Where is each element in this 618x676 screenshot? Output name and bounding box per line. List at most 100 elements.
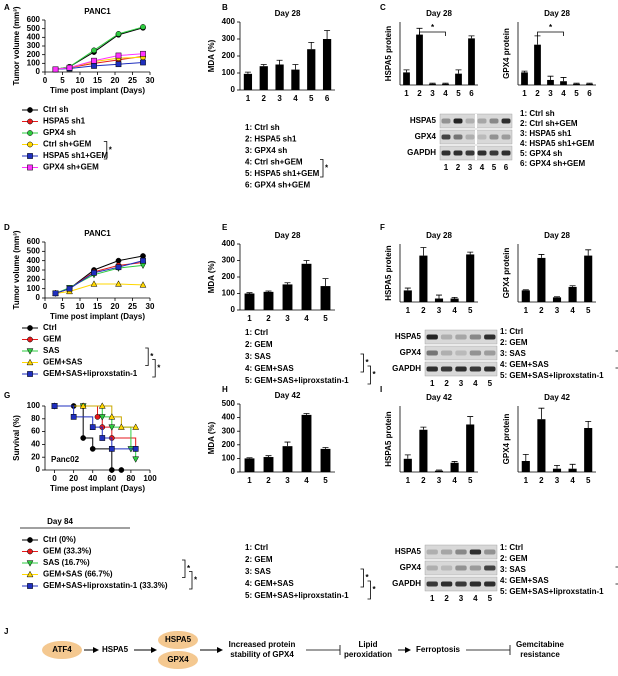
- legend-label: Ctrl sh: [43, 105, 68, 114]
- y-tick-label: 300: [222, 34, 236, 43]
- blot-band: [455, 581, 467, 587]
- blot-lane-label: 2: [444, 594, 449, 603]
- x-tick-label: 3: [548, 89, 553, 98]
- marker: [27, 107, 33, 113]
- numbered-legend: 6: GPX4 sh+GEM: [520, 159, 585, 168]
- bar: [573, 83, 580, 85]
- panel-letter: G: [4, 391, 10, 400]
- x-tick-label: 6: [325, 94, 330, 103]
- blot-band: [453, 150, 463, 156]
- marker: [98, 414, 106, 421]
- blot-band: [455, 565, 467, 571]
- blot-band: [469, 350, 482, 356]
- blot-band: [477, 134, 487, 140]
- y-tick-label: 400: [222, 239, 236, 248]
- significance-bracket: [615, 566, 618, 585]
- numbered-legend: 1: Ctrl sh: [245, 123, 280, 132]
- x-tick-label: 5: [586, 306, 591, 315]
- blot-lane-label: 3: [468, 163, 473, 172]
- x-tick-label: 3: [555, 306, 560, 315]
- bar: [275, 64, 284, 90]
- marker: [27, 141, 33, 148]
- x-tick-label: 5: [456, 89, 461, 98]
- panel-letter: H: [222, 385, 228, 394]
- chart-title: Day 28: [426, 231, 452, 240]
- bar: [552, 297, 562, 302]
- x-axis-label: Time post implant (Days): [50, 484, 145, 493]
- x-tick-label: 4: [452, 476, 457, 485]
- numbered-legend: 4: GEM+SAS: [245, 579, 294, 588]
- numbered-legend: 5: HSPA5 sh1+GEM: [245, 169, 320, 178]
- x-tick-label: 30: [146, 76, 155, 85]
- marker: [79, 402, 87, 409]
- chart-title: Day 42: [426, 393, 452, 402]
- y-axis-label: Tumor volume (mm³): [12, 230, 21, 309]
- blot-lane-label: 2: [456, 163, 461, 172]
- legend-label: GEM: [43, 335, 62, 344]
- significance-bracket: [615, 350, 618, 369]
- x-tick-label: 5: [468, 476, 473, 485]
- bar: [243, 73, 253, 90]
- bar: [403, 290, 412, 302]
- chart-title: PANC1: [84, 7, 111, 16]
- x-tick-label: 5: [60, 302, 65, 311]
- bar: [434, 470, 444, 472]
- error-bar: [585, 421, 592, 428]
- blot-band: [455, 366, 467, 372]
- x-tick-label: 25: [128, 76, 137, 85]
- marker: [91, 63, 97, 69]
- numbered-legend: 4: GEM+SAS: [500, 576, 549, 585]
- bar: [455, 73, 462, 85]
- bar: [521, 461, 530, 472]
- legend-label: HSPA5 sh1: [43, 117, 86, 126]
- error-bar: [554, 296, 560, 298]
- blot-lane-label: 4: [480, 163, 485, 172]
- marker: [26, 348, 34, 355]
- x-tick-label: 20: [111, 76, 120, 85]
- marker: [27, 336, 33, 343]
- x-tick-label: 1: [522, 89, 527, 98]
- blot-band: [484, 549, 496, 555]
- blot-band: [440, 565, 453, 571]
- numbered-legend: 1: Ctrl: [500, 543, 523, 552]
- y-tick-label: 100: [222, 454, 236, 463]
- error-bar: [455, 69, 462, 74]
- marker: [132, 446, 139, 452]
- y-axis-label: HSPA5 protein: [384, 245, 393, 301]
- x-tick-label: 3: [430, 89, 435, 98]
- x-tick-label: 5: [586, 476, 591, 485]
- blot-band: [465, 118, 475, 124]
- y-tick-label: 40: [31, 440, 40, 449]
- error-bar: [429, 82, 436, 84]
- significance-star: *: [194, 575, 198, 584]
- error-bar: [265, 290, 272, 292]
- x-tick-label: 6: [587, 89, 592, 98]
- blot-background: [424, 560, 498, 576]
- blot-row-label: GAPDH: [407, 148, 436, 157]
- error-bar: [468, 35, 475, 39]
- marker: [51, 403, 58, 409]
- marker: [90, 280, 98, 287]
- error-bar: [246, 457, 253, 459]
- legend-label: GEM+SAS+liproxstatin-1 (33.3%): [43, 581, 168, 590]
- bar: [450, 462, 459, 472]
- x-tick-label: 5: [60, 76, 65, 85]
- y-tick-label: 0: [231, 305, 236, 314]
- numbered-legend: 3: SAS: [245, 567, 271, 576]
- y-axis-label: Survival (%): [12, 415, 21, 461]
- blot-band: [489, 134, 499, 140]
- y-tick-label: 400: [222, 413, 236, 422]
- chart-title: Day 28: [544, 9, 570, 18]
- blot-band: [484, 581, 496, 587]
- y-tick-label: 0: [231, 85, 236, 94]
- blot-band: [489, 118, 499, 124]
- y-tick-label: 0: [231, 467, 236, 476]
- blot-band: [501, 134, 511, 140]
- blot-band: [455, 350, 467, 356]
- significance-star: *: [187, 564, 191, 573]
- bar: [301, 263, 312, 310]
- y-tick-label: 300: [27, 265, 41, 274]
- error-bar: [522, 454, 529, 461]
- x-tick-label: 3: [555, 476, 560, 485]
- significance-star: *: [325, 163, 329, 172]
